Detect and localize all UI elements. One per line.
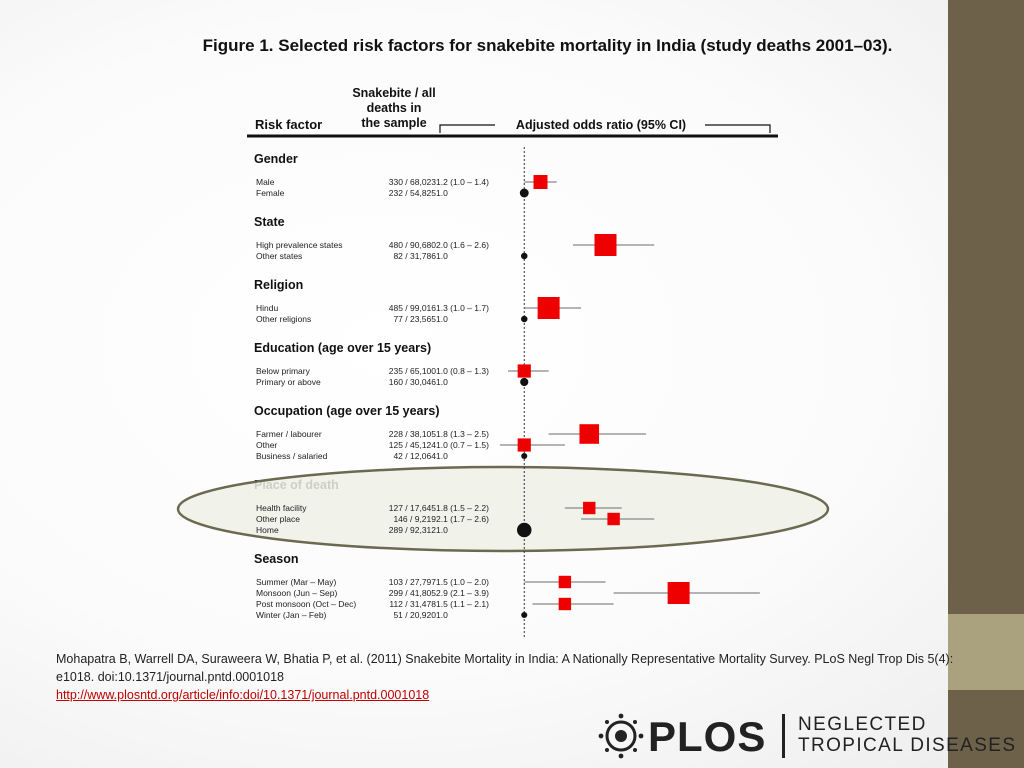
- row-label: Health facility: [256, 503, 307, 513]
- header-bracket-left: [439, 124, 495, 133]
- row-or-text: 1.0: [436, 525, 448, 535]
- row-label: Hindu: [256, 303, 278, 313]
- or-marker: [558, 597, 572, 611]
- row-deaths: 112 / 31,478: [389, 599, 436, 609]
- row-deaths: 480 / 90,680: [389, 240, 437, 250]
- row-deaths: 299 / 41,805: [389, 588, 437, 598]
- row-label: Summer (Mar – May): [256, 577, 336, 587]
- row-or-text: 1.5 (1.1 – 2.1): [436, 599, 489, 609]
- row-label: Farmer / labourer: [256, 429, 322, 439]
- sidebar-accent-block: [948, 614, 1024, 690]
- highlight-ellipse: [176, 465, 830, 553]
- row-deaths: 127 / 17,645: [389, 503, 437, 513]
- row-label: Other religions: [256, 314, 311, 324]
- header-bracket-right: [705, 124, 771, 133]
- row-or-text: 1.0: [436, 314, 448, 324]
- col-header-deaths-line: deaths in: [367, 101, 422, 115]
- row-deaths: 235 / 65,100: [389, 366, 437, 376]
- row-deaths: 82 / 31,786: [393, 251, 436, 261]
- group-heading: Gender: [254, 152, 298, 166]
- row-deaths: 51 / 20,920: [393, 610, 436, 620]
- col-header-risk-factor: Risk factor: [255, 117, 322, 132]
- or-marker: [537, 297, 560, 319]
- row-or-text: 2.0 (1.6 – 2.6): [436, 240, 489, 250]
- plos-wordmark: PLOS: [648, 713, 767, 760]
- row-label: Home: [256, 525, 279, 535]
- group-heading: Season: [254, 552, 298, 566]
- or-marker: [667, 582, 690, 604]
- row-deaths: 485 / 99,016: [389, 303, 437, 313]
- row-label: High prevalence states: [256, 240, 342, 250]
- row-or-text: 1.0: [436, 451, 448, 461]
- row-or-text: 1.0: [436, 377, 448, 387]
- row-deaths: 77 / 23,565: [393, 314, 436, 324]
- row-label: Other place: [256, 514, 300, 524]
- reference-dot: [520, 377, 529, 387]
- plos-mark-icon: [598, 713, 644, 759]
- citation-link[interactable]: http://www.plosntd.org/article/info:doi/…: [56, 688, 430, 702]
- col-header-odds-ratio: Adjusted odds ratio (95% CI): [516, 118, 686, 132]
- row-label: Business / salaried: [256, 451, 328, 461]
- row-label: Male: [256, 177, 275, 187]
- plos-ntd-logo: PLOS NEGLECTED TROPICAL DISEASES: [598, 712, 1018, 762]
- or-marker: [579, 424, 600, 444]
- or-marker: [517, 438, 531, 452]
- row-deaths: 42 / 12,064: [393, 451, 436, 461]
- col-header-deaths-line: the sample: [361, 116, 426, 130]
- row-deaths: 228 / 38,105: [389, 429, 437, 439]
- journal-name-line1: NEGLECTED: [798, 714, 927, 735]
- row-deaths: 125 / 45,124: [389, 440, 437, 450]
- or-marker: [517, 364, 531, 378]
- row-label: Female: [256, 188, 285, 198]
- row-or-text: 2.1 (1.7 – 2.6): [436, 514, 489, 524]
- row-label: Monsoon (Jun – Sep): [256, 588, 337, 598]
- journal-name: NEGLECTED TROPICAL DISEASES: [798, 714, 1016, 756]
- reference-dot: [520, 315, 528, 323]
- row-label: Other states: [256, 251, 302, 261]
- or-marker: [558, 575, 572, 589]
- group-heading: State: [254, 215, 285, 229]
- row-or-text: 1.0: [436, 251, 448, 261]
- row-or-text: 1.3 (1.0 – 1.7): [436, 303, 489, 313]
- row-label: Other: [256, 440, 277, 450]
- group-heading: Occupation (age over 15 years): [254, 404, 440, 418]
- row-label: Post monsoon (Oct – Dec): [256, 599, 356, 609]
- row-deaths: 330 / 68,023: [389, 177, 437, 187]
- or-marker: [533, 175, 548, 189]
- journal-name-line2: TROPICAL DISEASES: [798, 735, 1017, 756]
- row-or-text: 1.8 (1.3 – 2.5): [436, 429, 489, 439]
- group-heading: Education (age over 15 years): [254, 341, 431, 355]
- reference-dot: [519, 188, 529, 198]
- row-deaths: 160 / 30,046: [389, 377, 437, 387]
- row-or-text: 1.8 (1.5 – 2.2): [436, 503, 489, 513]
- figure-title: Figure 1. Selected risk factors for snak…: [202, 36, 893, 55]
- row-or-text: 1.0: [436, 610, 448, 620]
- row-deaths: 289 / 92,312: [389, 525, 437, 535]
- reference-dot: [521, 611, 528, 619]
- row-deaths: 103 / 27,797: [389, 577, 437, 587]
- group-heading: Religion: [254, 278, 303, 292]
- row-or-text: 1.0: [436, 188, 448, 198]
- row-or-text: 1.0 (0.8 – 1.3): [436, 366, 489, 376]
- row-or-text: 1.0 (0.7 – 1.5): [436, 440, 489, 450]
- reference-dot: [517, 522, 532, 538]
- logo-separator: [782, 714, 785, 758]
- reference-dot: [520, 252, 528, 260]
- row-label: Winter (Jan – Feb): [256, 610, 327, 620]
- row-or-text: 1.5 (1.0 – 2.0): [436, 577, 489, 587]
- citation-text: Mohapatra B, Warrell DA, Suraweera W, Bh…: [56, 652, 954, 684]
- citation: Mohapatra B, Warrell DA, Suraweera W, Bh…: [56, 650, 956, 704]
- col-header-deaths-line: Snakebite / all: [352, 86, 435, 100]
- row-deaths: 146 / 9,219: [393, 514, 436, 524]
- row-or-text: 1.2 (1.0 – 1.4): [436, 177, 489, 187]
- row-label: Below primary: [256, 366, 311, 376]
- row-label: Primary or above: [256, 377, 321, 387]
- or-marker: [583, 501, 596, 515]
- row-deaths: 232 / 54,825: [389, 188, 437, 198]
- or-marker: [607, 512, 620, 526]
- or-marker: [594, 234, 617, 256]
- reference-dot: [521, 452, 528, 460]
- row-or-text: 2.9 (2.1 – 3.9): [436, 588, 489, 598]
